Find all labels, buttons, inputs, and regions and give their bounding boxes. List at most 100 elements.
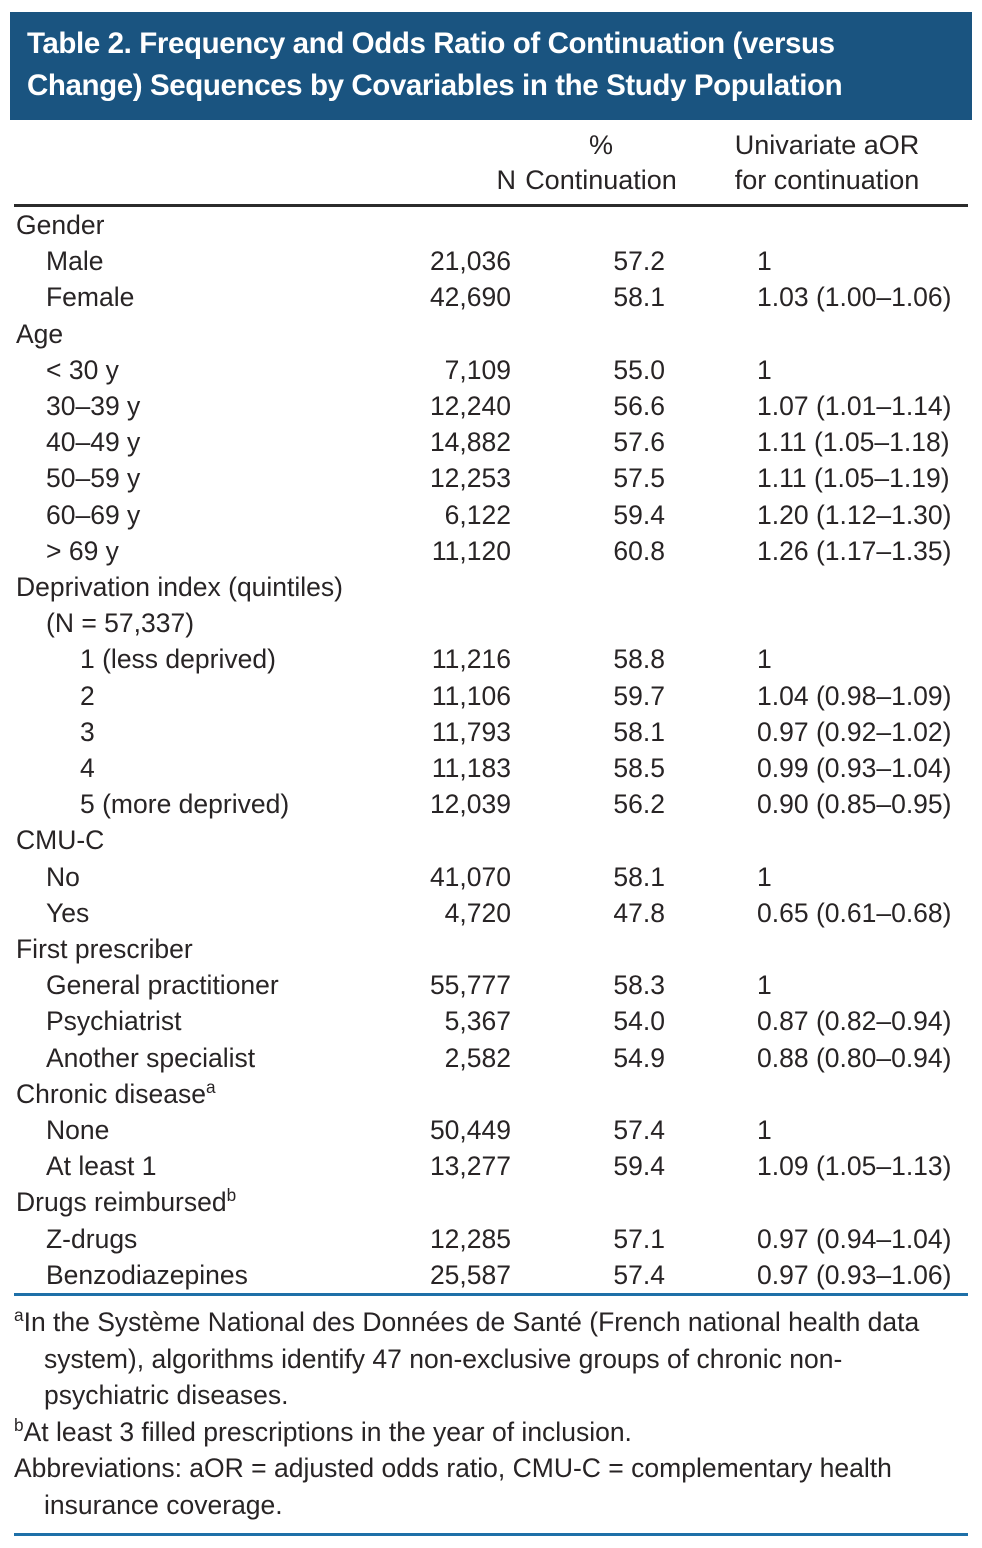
aor-cell: 0.97 (0.92–1.02) [757, 716, 952, 747]
row-label: General practitioner [46, 970, 279, 1001]
row-label: Another specialist [46, 1042, 256, 1073]
footnote-marker-ref: a [206, 1077, 216, 1098]
row-label: First prescriber [16, 934, 193, 965]
aor-cell: 1.11 (1.05–1.19) [757, 463, 950, 494]
n-cell [376, 822, 516, 858]
aor-cell: 1.20 (1.12–1.30) [757, 499, 952, 530]
aor-cell [686, 1184, 968, 1220]
row-label: Male [46, 246, 104, 277]
table-row: < 30 y 7,109 55.0 1 [14, 352, 968, 388]
aor-cell: 1.07 (1.01–1.14) [757, 391, 952, 422]
row-label: Chronic diseasea [16, 1077, 216, 1109]
pct-cell [516, 206, 686, 244]
n-cell: 41,070 [429, 861, 511, 892]
aor-cell: 1 [757, 246, 772, 277]
n-cell: 11,120 [431, 535, 511, 566]
aor-cell [686, 605, 968, 641]
aor-cell [686, 931, 968, 967]
n-cell [376, 206, 516, 244]
n-cell: 2,582 [444, 1042, 511, 1073]
pct-cell: 57.6 [613, 427, 665, 458]
pct-cell: 54.9 [613, 1042, 665, 1073]
pct-cell [516, 1076, 686, 1112]
row-label: Z-drugs [46, 1223, 138, 1254]
n-cell: 25,587 [429, 1259, 511, 1290]
n-cell: 7,109 [444, 354, 511, 385]
pct-cell: 57.2 [613, 246, 665, 277]
pct-cell: 59.4 [613, 1151, 665, 1182]
n-cell: 12,253 [429, 463, 511, 494]
n-cell: 13,277 [429, 1151, 511, 1182]
aor-cell: 1 [757, 644, 772, 675]
row-label: CMU-C [16, 825, 105, 856]
table-title-line1: Table 2. Frequency and Odds Ratio of Con… [27, 27, 835, 60]
n-cell: 21,036 [429, 246, 511, 277]
group-header-row: Chronic diseasea [14, 1076, 968, 1112]
row-label: (N = 57,337) [46, 608, 195, 639]
row-label: Drugs reimbursedb [16, 1185, 237, 1218]
pct-cell: 54.0 [613, 1006, 665, 1037]
n-cell: 12,285 [429, 1223, 511, 1254]
footnote-marker: a [14, 1305, 24, 1326]
n-cell [376, 1184, 516, 1220]
pct-cell: 55.0 [613, 354, 665, 385]
row-label: Female [46, 282, 135, 313]
table-row: 4 11,183 58.5 0.99 (0.93–1.04) [14, 750, 968, 786]
table-row: 2 11,106 59.7 1.04 (0.98–1.09) [14, 678, 968, 714]
header-pct-continuation: % Continuation [516, 120, 686, 207]
pct-cell: 58.1 [613, 282, 665, 313]
table-row: Female 42,690 58.1 1.03 (1.00–1.06) [14, 279, 968, 315]
n-cell: 12,039 [429, 789, 511, 820]
table-row: 30–39 y 12,240 56.6 1.07 (1.01–1.14) [14, 388, 968, 424]
table-row: Benzodiazepines 25,587 57.4 0.97 (0.93–1.06… [14, 1257, 968, 1293]
group-header-row: Drugs reimbursedb [14, 1184, 968, 1220]
pct-cell: 47.8 [613, 897, 665, 928]
group-header-row: Deprivation index (quintiles) [14, 569, 968, 605]
row-label: Gender [16, 210, 105, 240]
pct-cell [516, 1184, 686, 1220]
pct-cell: 60.8 [613, 535, 665, 566]
table-row: General practitioner 55,777 58.3 1 [14, 967, 968, 1003]
pct-cell: 58.8 [613, 644, 665, 675]
table-row: 50–59 y 12,253 57.5 1.11 (1.05–1.19) [14, 460, 968, 496]
footnote: bAt least 3 filled prescriptions in the … [14, 1414, 944, 1451]
aor-cell: 0.97 (0.94–1.04) [757, 1223, 952, 1254]
pct-cell [516, 569, 686, 605]
header-univariate-aor: Univariate aOR for continuation [686, 120, 968, 207]
aor-cell [686, 1076, 968, 1112]
table-row: At least 1 13,277 59.4 1.09 (1.05–1.13) [14, 1148, 968, 1184]
footnotes: aIn the Système National des Données de … [14, 1296, 944, 1533]
row-label: 4 [80, 753, 95, 784]
n-cell: 14,882 [429, 427, 511, 458]
pct-cell [516, 605, 686, 641]
pct-cell: 58.1 [613, 861, 665, 892]
header-label-cell [14, 120, 376, 207]
aor-cell: 1.09 (1.05–1.13) [757, 1151, 952, 1182]
row-label: None [46, 1115, 110, 1146]
footnote: Abbreviations: aOR = adjusted odds ratio… [14, 1450, 944, 1523]
n-cell: 4,720 [444, 897, 511, 928]
pct-cell: 57.5 [613, 463, 665, 494]
aor-cell: 0.87 (0.82–0.94) [757, 1006, 952, 1037]
pct-cell: 57.4 [613, 1115, 665, 1146]
n-cell [376, 931, 516, 967]
pct-cell: 56.2 [613, 789, 665, 820]
n-cell [376, 1076, 516, 1112]
row-label: > 69 y [46, 535, 119, 566]
n-cell: 12,240 [429, 391, 511, 422]
group-header-row: Gender [14, 206, 968, 244]
aor-cell: 0.88 (0.80–0.94) [757, 1042, 952, 1073]
aor-cell: 1 [757, 861, 772, 892]
row-label: Deprivation index (quintiles) [16, 572, 343, 603]
aor-cell: 1.04 (0.98–1.09) [757, 680, 952, 711]
data-table: N % Continuation Univariate aOR for cont… [14, 120, 968, 1293]
n-cell: 55,777 [429, 970, 511, 1001]
aor-cell: 0.97 (0.93–1.06) [757, 1259, 952, 1290]
pct-cell: 58.1 [613, 716, 665, 747]
group-header-row: (N = 57,337) [14, 605, 968, 641]
n-cell: 11,183 [431, 753, 511, 784]
row-label: 50–59 y [46, 463, 141, 494]
n-cell: 11,216 [431, 644, 511, 675]
aor-cell [686, 822, 968, 858]
n-cell [376, 316, 516, 352]
